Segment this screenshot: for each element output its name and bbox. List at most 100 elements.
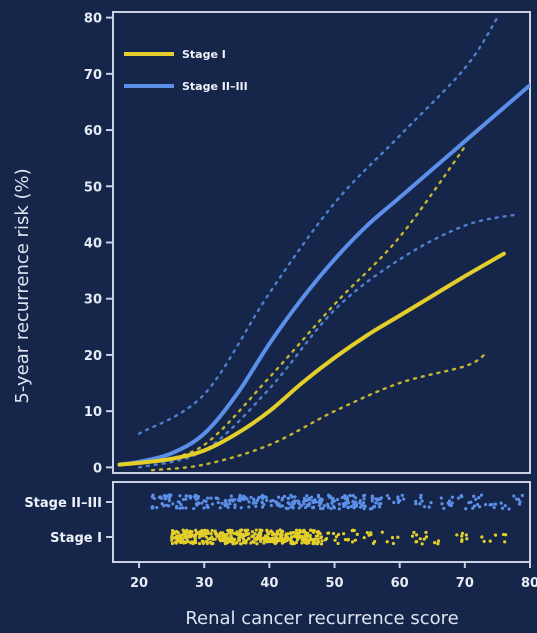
y-tick-label: 10 [84,405,102,420]
rug-row-label: Stage II–III [24,496,102,511]
rug-row-stage1 [170,528,508,546]
rug-point [346,537,350,541]
rug-point [238,529,242,534]
rug-point [206,505,210,509]
rug-point [213,531,217,535]
rug-point [293,495,297,499]
rug-point [255,542,259,546]
rug-point [414,502,418,506]
rug-point [184,506,188,510]
rug-point [204,499,208,503]
rug-point [197,541,202,546]
rug-point [241,532,245,536]
rug-point [187,534,191,538]
axes: 0 10 20 30 40 50 60 70 80 20 30 40 50 60 70 80 [84,12,537,591]
rug-point [477,495,481,500]
y-tick-label: 50 [84,180,102,195]
rug-point [238,495,242,499]
band-stage23-lower [137,213,519,469]
rug-point [306,504,310,508]
rug-point [326,493,331,497]
rug-point [271,498,275,503]
rug-point [360,503,364,507]
rug-point [346,505,350,509]
rug-point [190,530,194,534]
series-lines [117,83,530,467]
rug-point [368,507,373,511]
rug-point [220,501,224,506]
rug-point [358,501,362,505]
rug-point [238,542,243,546]
rug-point [252,540,256,544]
rug-point [349,504,353,509]
y-tick-label: 20 [84,349,102,364]
rug-point [358,498,362,503]
rug-point [181,528,185,532]
rug-point [174,506,179,510]
rug-point [218,534,222,538]
rug-point [202,506,206,510]
rug-point [300,538,304,542]
rug-point [247,532,251,536]
rug-point [229,494,233,498]
rug-point [271,537,275,541]
rug-point [351,494,355,498]
legend-label-stage23: Stage II–III [182,80,248,93]
rug-point [228,540,233,544]
rug-point [273,541,277,545]
rug-point [456,496,461,500]
rug-point [472,494,476,498]
rug-point [254,528,258,532]
rug-point [210,542,214,546]
rug-point [450,495,454,499]
rug-point [280,533,284,537]
rug-point [263,534,268,538]
rug-point [193,539,197,543]
rug-point [518,500,522,504]
rug-point [433,541,437,545]
rug-point [308,497,312,502]
rug-point [371,541,376,546]
rug-point [255,498,260,502]
rug-point [250,534,254,539]
rug-point [233,503,237,507]
rug-point [308,533,312,538]
rug-point [480,535,484,539]
y-tick-label: 40 [84,237,102,252]
rug-point [181,497,186,502]
rug-point [501,532,506,537]
rug-point [269,503,273,508]
rug-point [233,505,237,510]
rug-point [260,505,265,509]
rug-point [471,506,475,510]
rug-point [181,506,185,510]
rug-point [175,536,179,540]
legend-label-stage1: Stage I [182,48,226,61]
rug-point [335,498,340,502]
rug-point [318,498,322,502]
rug-point [460,531,465,535]
rug-point [177,539,181,543]
rug-point [350,540,355,544]
rug-point [237,538,242,542]
rug-point [227,531,231,535]
rug-point [320,539,324,543]
rug-point [242,497,246,502]
x-tick-label: 50 [325,576,343,591]
rug-point [488,503,492,507]
rug-point [256,533,260,538]
rug-point [277,495,281,499]
rug-point [230,530,234,535]
rug-point [185,538,189,542]
rug-point [369,531,373,535]
rug-point [374,497,378,501]
rug-point [169,493,173,497]
rug-point [216,500,220,505]
rug-point [247,500,251,504]
rug-point [474,497,478,501]
rug-point [323,538,328,542]
rug-point [449,503,453,508]
rug-point [344,502,348,506]
